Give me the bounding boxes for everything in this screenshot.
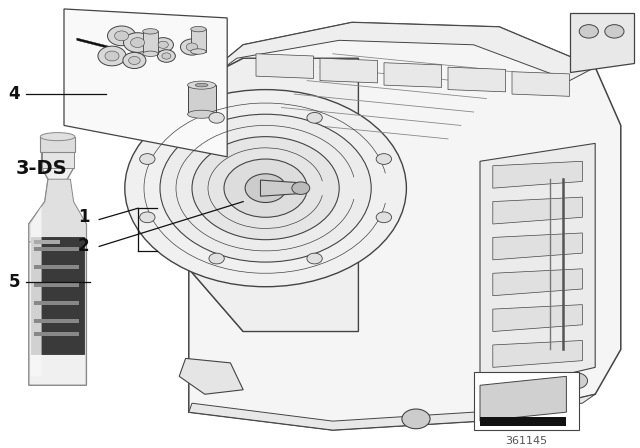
Circle shape — [186, 43, 198, 51]
Polygon shape — [493, 340, 582, 367]
Circle shape — [129, 56, 140, 65]
Text: 1: 1 — [78, 208, 90, 226]
Bar — [474, 372, 579, 430]
Polygon shape — [260, 180, 301, 196]
Circle shape — [245, 174, 286, 202]
Circle shape — [153, 38, 173, 52]
Circle shape — [564, 373, 588, 389]
Polygon shape — [493, 269, 582, 296]
Circle shape — [376, 212, 392, 223]
Text: 2: 2 — [78, 237, 90, 255]
Polygon shape — [480, 376, 566, 421]
Circle shape — [131, 38, 145, 47]
Ellipse shape — [143, 29, 158, 34]
Bar — [34, 240, 60, 244]
Ellipse shape — [188, 81, 216, 89]
Polygon shape — [77, 38, 112, 49]
Ellipse shape — [143, 51, 158, 56]
Polygon shape — [493, 197, 582, 224]
Text: 361145: 361145 — [506, 436, 547, 446]
Polygon shape — [256, 54, 314, 78]
Circle shape — [307, 112, 323, 123]
Ellipse shape — [188, 110, 216, 118]
Circle shape — [402, 409, 430, 429]
Circle shape — [140, 212, 155, 223]
Polygon shape — [182, 58, 358, 332]
Ellipse shape — [191, 49, 206, 54]
Circle shape — [125, 90, 406, 287]
Text: 4: 4 — [8, 85, 20, 103]
Text: 5: 5 — [8, 273, 20, 291]
Circle shape — [579, 25, 598, 38]
Circle shape — [376, 154, 392, 164]
Polygon shape — [182, 22, 621, 430]
Ellipse shape — [40, 133, 75, 141]
Bar — [143, 31, 158, 54]
Circle shape — [192, 137, 339, 240]
Circle shape — [115, 31, 129, 41]
Bar — [31, 237, 84, 354]
Circle shape — [307, 253, 323, 264]
Polygon shape — [42, 152, 74, 168]
Ellipse shape — [191, 26, 206, 32]
Circle shape — [124, 33, 152, 52]
Polygon shape — [29, 152, 86, 385]
Polygon shape — [182, 58, 243, 332]
Polygon shape — [493, 233, 582, 260]
Circle shape — [160, 114, 371, 262]
Polygon shape — [40, 137, 75, 152]
Polygon shape — [320, 58, 378, 83]
Circle shape — [532, 386, 556, 402]
Circle shape — [180, 39, 204, 55]
Ellipse shape — [195, 83, 208, 87]
Polygon shape — [31, 206, 42, 376]
Polygon shape — [384, 63, 442, 87]
Bar — [34, 319, 79, 323]
Circle shape — [500, 395, 524, 411]
Circle shape — [123, 52, 146, 69]
Circle shape — [157, 50, 175, 62]
Circle shape — [158, 41, 168, 48]
Polygon shape — [64, 9, 227, 157]
Polygon shape — [448, 67, 506, 92]
Polygon shape — [493, 305, 582, 332]
Polygon shape — [29, 179, 86, 242]
Circle shape — [140, 154, 155, 164]
Bar — [480, 417, 566, 426]
Bar — [34, 247, 79, 251]
Polygon shape — [179, 358, 243, 394]
Bar — [34, 283, 79, 287]
Polygon shape — [189, 394, 595, 430]
Polygon shape — [493, 161, 582, 188]
Circle shape — [105, 51, 119, 61]
Circle shape — [209, 112, 224, 123]
Bar — [34, 265, 79, 269]
Bar — [191, 29, 206, 52]
Circle shape — [292, 182, 310, 194]
Text: 3-DS: 3-DS — [16, 159, 68, 177]
Bar — [188, 85, 216, 114]
Circle shape — [162, 53, 171, 59]
Circle shape — [209, 253, 224, 264]
Polygon shape — [570, 13, 634, 72]
Bar — [34, 301, 79, 305]
Polygon shape — [182, 22, 595, 99]
Circle shape — [605, 25, 624, 38]
Polygon shape — [512, 72, 570, 96]
Circle shape — [224, 159, 307, 217]
Circle shape — [108, 26, 136, 46]
Circle shape — [98, 46, 126, 66]
Bar — [34, 332, 79, 336]
Polygon shape — [480, 143, 595, 394]
